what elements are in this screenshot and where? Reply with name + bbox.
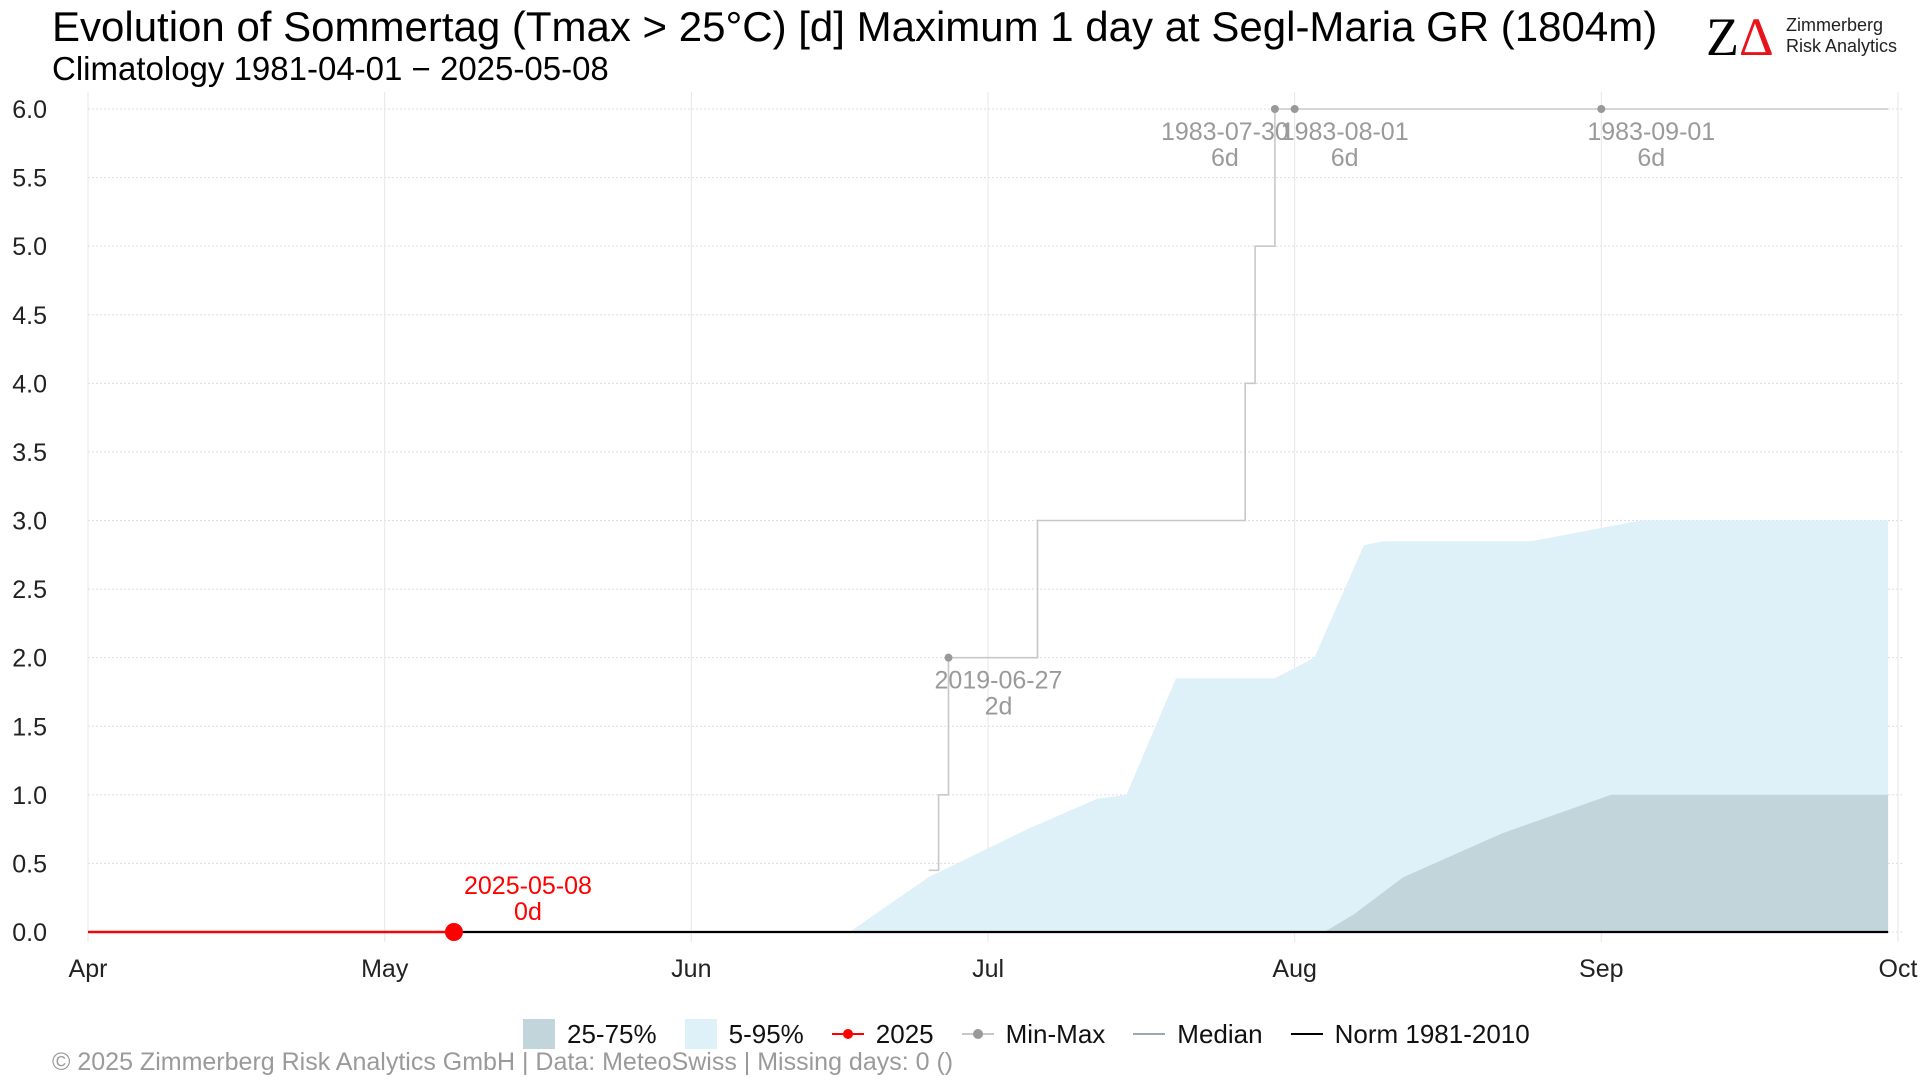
current-year-point: [444, 923, 463, 941]
current-value-label: 0d: [514, 898, 542, 926]
y-tick-label: 3.5: [12, 439, 47, 467]
axis-ticks: 0.0 0.5 1.0 1.5 2.0 2.5 3.0 3.5 4.0 4.5 5.0 5.5 6.0 A…: [12, 96, 1917, 983]
current-date-label: 2025-05-08: [464, 872, 592, 900]
footer-credit: © 2025 Zimmerberg Risk Analytics GmbH | …: [52, 1048, 954, 1076]
legend-item-minmax: Min-Max: [961, 1018, 1106, 1050]
y-tick-label: 0.0: [12, 919, 47, 947]
bands: [88, 520, 1889, 932]
band-25-75: [88, 794, 1889, 932]
logo-delta: Δ: [1739, 7, 1774, 67]
legend-key-minmax: [961, 1019, 994, 1049]
grid: [87, 92, 1902, 942]
logo-text: Zimmerberg Risk Analytics: [1786, 15, 1897, 57]
y-tick-label: 1.5: [12, 713, 47, 741]
legend-label-p90: 5-95%: [728, 1018, 804, 1049]
chart-subtitle: Climatology 1981-04-01 − 2025-05-08: [52, 50, 609, 87]
y-tick-label: 5.0: [12, 233, 47, 261]
legend-item-current: 2025: [831, 1018, 934, 1050]
max-point-value-label: 6d: [1331, 144, 1359, 172]
legend-key-current: [831, 1019, 864, 1049]
legend-key-median: [1133, 1019, 1166, 1049]
x-tick-label: Apr: [69, 955, 108, 983]
logo-line-2: Risk Analytics: [1786, 36, 1898, 56]
legend-item-norm: Norm 1981-2010: [1290, 1018, 1530, 1050]
legend-key-iqr: [523, 1019, 555, 1049]
max-point: [1597, 105, 1606, 113]
legend-label-iqr: 25-75%: [567, 1018, 657, 1049]
max-point-value-label: 2d: [985, 693, 1013, 721]
legend-label-median: Median: [1177, 1018, 1263, 1049]
series-lines: [88, 108, 1889, 934]
legend-item-iqr: 25-75%: [523, 1019, 657, 1050]
company-logo: ZΔ Zimmerberg Risk Analytics: [1706, 10, 1906, 64]
legend: 25-75% 5-95% 2025 Min-Max Median Norm 19…: [523, 1014, 1558, 1054]
logo-z: Z: [1706, 7, 1739, 67]
annotations: 2019-06-272d1983-07-306d1983-08-016d1983…: [464, 118, 1715, 926]
y-tick-label: 6.0: [12, 96, 47, 124]
max-line: [928, 108, 1889, 872]
y-tick-label: 5.5: [12, 165, 47, 193]
logo-line-1: Zimmerberg: [1786, 15, 1884, 35]
y-tick-label: 1.0: [12, 782, 47, 810]
legend-key-norm: [1290, 1019, 1323, 1049]
max-point: [1290, 105, 1299, 113]
y-tick-label: 2.0: [12, 645, 47, 673]
legend-item-median: Median: [1133, 1018, 1263, 1050]
legend-key-p90: [684, 1019, 717, 1049]
x-tick-label: May: [361, 955, 409, 983]
chart-title: Evolution of Sommertag (Tmax > 25°C) [d]…: [52, 3, 1658, 50]
x-tick-label: Sep: [1579, 955, 1623, 983]
x-tick-label: Oct: [1879, 955, 1918, 983]
max-point-date-label: 1983-07-30: [1161, 118, 1289, 146]
y-tick-label: 2.5: [12, 576, 47, 604]
max-point-value-label: 6d: [1211, 144, 1239, 172]
logo-mark: ZΔ: [1706, 10, 1774, 64]
max-point: [944, 653, 953, 662]
max-point-date-label: 2019-06-27: [935, 667, 1063, 695]
y-tick-label: 3.0: [12, 508, 47, 536]
legend-label-norm: Norm 1981-2010: [1334, 1018, 1530, 1049]
legend-label-current: 2025: [875, 1018, 934, 1049]
max-point: [1270, 105, 1279, 113]
max-point-date-label: 1983-09-01: [1587, 118, 1715, 146]
band-5-95: [88, 520, 1889, 932]
max-point-value-label: 6d: [1637, 144, 1665, 172]
x-tick-label: Jun: [671, 955, 711, 983]
max-point-date-label: 1983-08-01: [1281, 118, 1409, 146]
points: [444, 105, 1606, 941]
x-tick-label: Aug: [1272, 955, 1316, 983]
y-tick-label: 4.5: [12, 302, 47, 330]
legend-item-p90: 5-95%: [684, 1018, 804, 1050]
y-tick-label: 4.0: [12, 370, 47, 398]
legend-label-minmax: Min-Max: [1005, 1018, 1106, 1049]
y-tick-label: 0.5: [12, 850, 47, 878]
x-tick-label: Jul: [972, 955, 1004, 983]
